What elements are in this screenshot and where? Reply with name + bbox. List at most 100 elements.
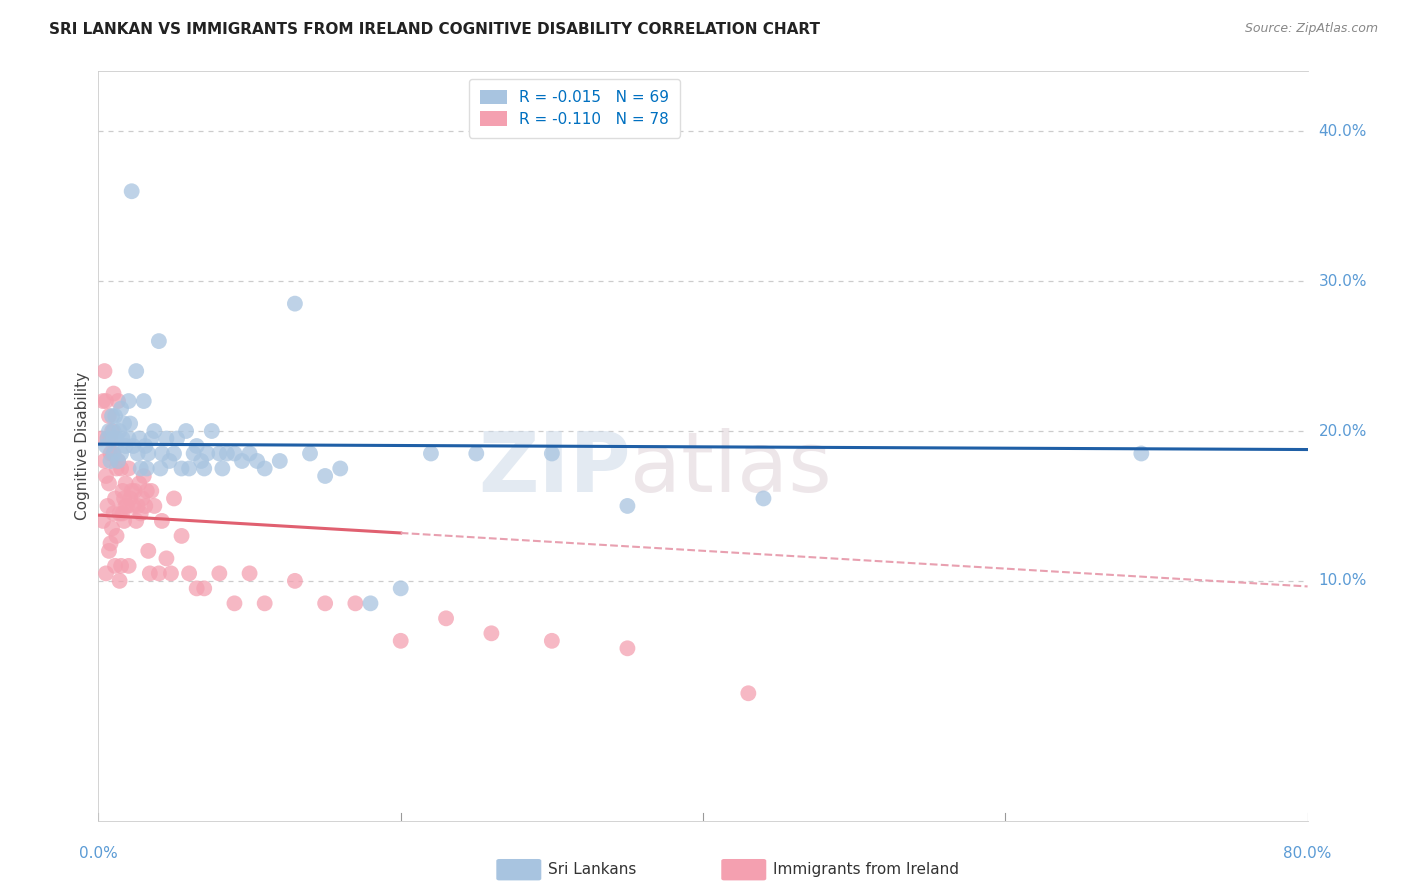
Point (127, 499, 149, 513)
Point (148, 566, 170, 581)
Point (135, 461, 157, 475)
Point (107, 394, 129, 409)
Point (110, 558, 132, 573)
Point (96, 432, 118, 446)
Point (94, 394, 117, 409)
Point (284, 574, 307, 588)
Point (118, 461, 141, 475)
Point (103, 446, 125, 460)
Text: Sri Lankans: Sri Lankans (548, 863, 637, 877)
Point (215, 446, 238, 460)
Point (120, 491, 142, 506)
Point (101, 409, 124, 423)
Point (239, 566, 262, 581)
Point (98, 424, 121, 438)
Point (125, 364, 148, 378)
Point (94, 566, 117, 581)
Point (96, 432, 118, 446)
Point (114, 499, 136, 513)
Point (201, 424, 224, 438)
Point (208, 566, 231, 581)
Point (284, 296, 307, 310)
Point (186, 439, 208, 453)
Point (103, 386, 125, 401)
Point (103, 424, 125, 438)
Point (314, 596, 336, 610)
Point (121, 184, 143, 198)
Point (155, 432, 177, 446)
Point (239, 446, 262, 460)
Point (170, 461, 193, 475)
Point (101, 521, 124, 535)
Point (314, 469, 336, 483)
Point (208, 446, 231, 460)
Point (100, 446, 122, 460)
Point (1130, 446, 1153, 460)
Point (163, 446, 186, 460)
Point (94, 469, 117, 483)
Point (299, 446, 322, 460)
Point (737, 686, 759, 700)
Point (143, 424, 166, 438)
Point (143, 499, 166, 513)
Legend: R = -0.015   N = 69, R = -0.110   N = 78: R = -0.015 N = 69, R = -0.110 N = 78 (468, 79, 681, 137)
Point (112, 514, 135, 528)
Point (91, 394, 114, 409)
Point (131, 491, 153, 506)
Point (121, 483, 143, 498)
Point (150, 514, 173, 528)
Point (389, 582, 412, 596)
Point (122, 439, 145, 453)
Point (136, 544, 159, 558)
Point (616, 499, 638, 513)
Point (118, 558, 141, 573)
Point (211, 461, 233, 475)
Point (125, 514, 148, 528)
Point (159, 454, 181, 468)
Point (170, 529, 193, 543)
Point (420, 446, 443, 460)
Point (344, 596, 367, 610)
Text: atlas: atlas (630, 428, 832, 509)
Point (90, 432, 112, 446)
Point (105, 529, 128, 543)
Point (118, 432, 141, 446)
Point (269, 454, 291, 468)
Point (752, 491, 775, 506)
Point (93, 364, 115, 378)
Point (128, 476, 150, 491)
Point (134, 439, 156, 453)
Point (100, 536, 122, 550)
Point (111, 432, 134, 446)
Point (122, 499, 145, 513)
Point (132, 394, 155, 409)
Point (148, 334, 170, 348)
Text: 20.0%: 20.0% (1319, 424, 1367, 439)
Point (132, 469, 155, 483)
Point (107, 454, 129, 468)
Point (110, 446, 132, 460)
Text: Source: ZipAtlas.com: Source: ZipAtlas.com (1244, 22, 1378, 36)
Point (389, 633, 412, 648)
Point (174, 424, 197, 438)
Point (114, 476, 136, 491)
Point (112, 491, 135, 506)
Point (120, 417, 142, 431)
Point (100, 454, 122, 468)
Point (114, 439, 136, 453)
Point (179, 566, 201, 581)
Point (104, 558, 127, 573)
Point (93, 454, 115, 468)
Point (540, 633, 562, 648)
Point (179, 461, 201, 475)
Point (110, 401, 132, 416)
Point (129, 461, 152, 475)
Point (481, 626, 503, 640)
Point (195, 446, 218, 460)
Point (160, 566, 183, 581)
Point (139, 566, 162, 581)
Point (129, 507, 152, 521)
Point (111, 483, 134, 498)
Point (91, 514, 114, 528)
Point (183, 446, 205, 460)
